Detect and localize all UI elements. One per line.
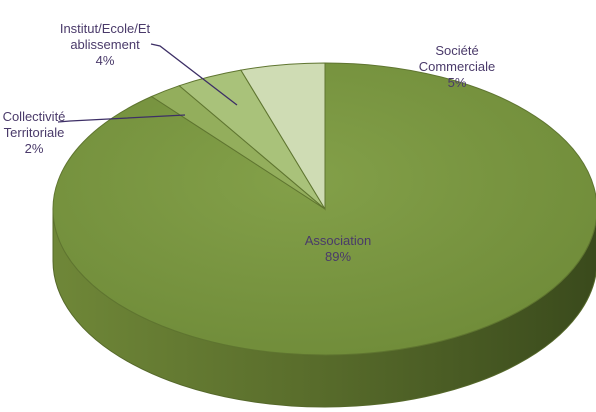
label-association: Association 89%	[305, 233, 371, 264]
leader-lines	[57, 43, 238, 123]
label-name-line: Institut/Ecole/Et	[60, 21, 151, 36]
label-name-line: Territoriale	[4, 125, 65, 140]
label-institut: Institut/Ecole/Et ablissement 4%	[60, 21, 151, 68]
label-percent: 4%	[96, 53, 115, 68]
pie-slices	[52, 62, 596, 356]
leader-line-3	[57, 114, 186, 123]
label-name-line: Société	[435, 43, 478, 58]
label-name-line: Collectivité	[3, 109, 66, 124]
label-name-line: Association	[305, 233, 371, 248]
label-name-line: ablissement	[70, 37, 140, 52]
label-percent: 2%	[25, 141, 44, 156]
label-percent: 89%	[325, 249, 351, 264]
data-labels: Association 89% Société Commerciale 5% Instit…	[3, 21, 496, 264]
label-percent: 5%	[448, 75, 467, 90]
label-name-line: Commerciale	[419, 59, 496, 74]
label-societe-commerciale: Société Commerciale 5%	[419, 43, 496, 90]
leader-line-2	[150, 43, 238, 106]
label-collectivite: Collectivité Territoriale 2%	[3, 109, 66, 156]
slice-societe-commerciale	[240, 62, 326, 211]
